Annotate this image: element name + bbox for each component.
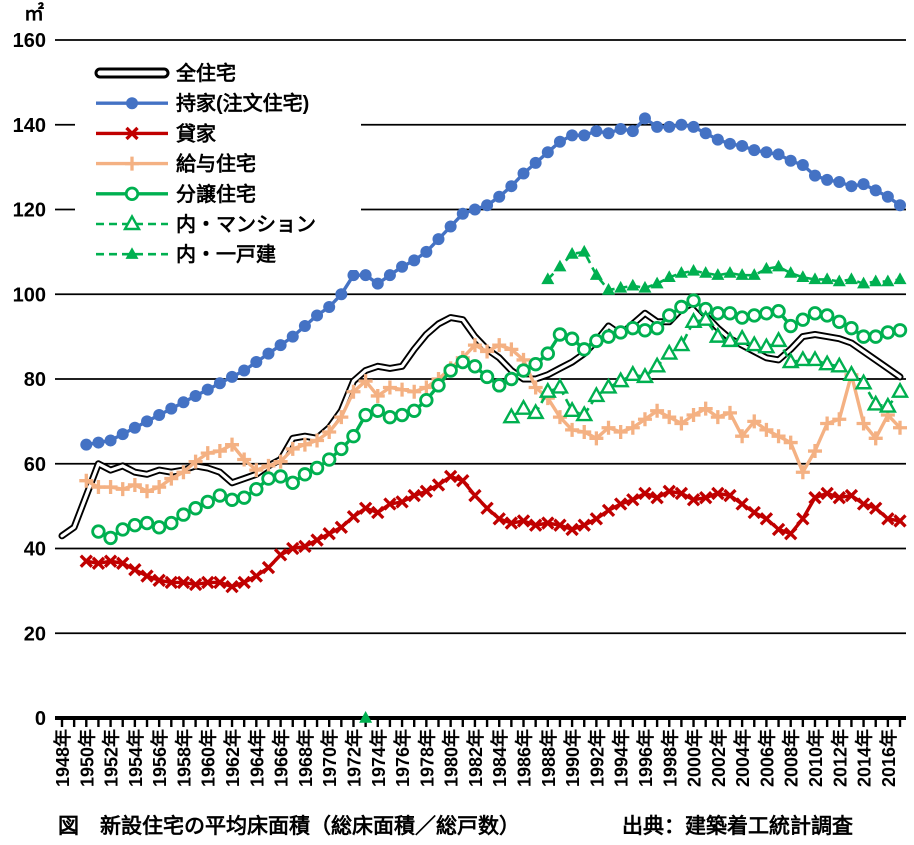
legend-item-for-sale-housing: 分譲住宅 — [96, 182, 256, 206]
y-axis-unit: ㎡ — [24, 1, 44, 25]
series-employer-housing — [79, 338, 908, 499]
legend-label: 持家(注文住宅) — [176, 91, 309, 115]
y-tick-label: 20 — [24, 623, 46, 645]
y-tick-label: 80 — [24, 369, 46, 391]
y-tick-label: 40 — [24, 539, 46, 561]
x-tick-label: 1994年 — [611, 729, 632, 787]
x-tick-label: 1986年 — [514, 729, 535, 787]
legend-item-all-housing: 全住宅 — [94, 61, 236, 85]
y-tick-label: 140 — [13, 115, 46, 137]
x-tick-label: 1998年 — [659, 729, 680, 787]
legend-label: 全住宅 — [175, 61, 236, 85]
x-tick-label: 1960年 — [198, 729, 219, 787]
legend-label: 内・一戸建 — [176, 242, 276, 266]
x-tick-label: 1970年 — [319, 729, 340, 787]
x-tick-label: 1990年 — [562, 729, 583, 787]
series-condominium — [502, 309, 910, 424]
x-tick-label: 2012年 — [829, 729, 850, 787]
x-tick-label: 1956年 — [149, 729, 170, 787]
x-axis — [55, 716, 906, 727]
series-detached — [359, 244, 907, 723]
y-tick-label: 0 — [35, 708, 46, 730]
legend-item-owner-custom: 持家(注文住宅) — [96, 91, 309, 115]
x-tick-label: 2004年 — [732, 729, 753, 787]
figure-caption: 図 新設住宅の平均床面積（総床面積／総戸数） — [58, 815, 520, 838]
legend-label: 貸家 — [175, 121, 217, 145]
legend-item-employer-housing: 給与住宅 — [96, 152, 256, 176]
x-tick-label: 1966年 — [271, 729, 292, 787]
legend-item-rental: 貸家 — [96, 121, 217, 145]
x-tick-label: 1952年 — [101, 729, 122, 787]
x-tick-label: 2000年 — [684, 729, 705, 787]
x-tick-label: 1964年 — [246, 729, 267, 787]
x-tick-label: 2002年 — [708, 729, 729, 787]
legend-item-detached: 内・一戸建 — [96, 242, 276, 266]
y-axis-labels: 0 20 40 60 80 100 120 140 160 ㎡ — [13, 1, 46, 730]
y-tick-label: 100 — [13, 284, 46, 306]
series-all-housing — [58, 299, 904, 540]
x-tick-label: 1988年 — [538, 729, 559, 787]
x-tick-label: 1978年 — [416, 729, 437, 787]
x-tick-label: 1996年 — [635, 729, 656, 787]
y-tick-label: 160 — [13, 30, 46, 52]
source-caption: 出典：建築着工統計調査 — [622, 815, 853, 838]
x-tick-label: 1954年 — [125, 729, 146, 787]
legend-label: 給与住宅 — [176, 152, 256, 176]
x-tick-label: 2010年 — [805, 729, 826, 787]
series-for-sale-housing — [91, 293, 908, 546]
x-tick-label: 1992年 — [586, 729, 607, 787]
x-tick-label: 1948年 — [52, 729, 73, 787]
series-rental — [79, 469, 907, 594]
y-tick-label: 120 — [13, 200, 46, 222]
caption-row: 図 新設住宅の平均床面積（総床面積／総戸数） 出典：建築着工統計調査 — [0, 806, 914, 840]
y-tick-label: 60 — [24, 454, 46, 476]
x-tick-label: 1958年 — [173, 729, 194, 787]
legend-label: 分譲住宅 — [176, 182, 256, 206]
legend-label: 内・マンション — [176, 212, 316, 236]
x-tick-label: 1976年 — [392, 729, 413, 787]
x-tick-label: 2014年 — [854, 729, 875, 787]
x-tick-label: 1974年 — [368, 729, 389, 787]
x-tick-label: 1980年 — [441, 729, 462, 787]
legend-item-condominium: 内・マンション — [96, 212, 316, 236]
x-tick-label: 2006年 — [756, 729, 777, 787]
series-owner-custom — [80, 112, 907, 451]
x-tick-label: 2016年 — [878, 729, 899, 787]
x-tick-label: 1950年 — [76, 729, 97, 787]
x-tick-label: 1982年 — [465, 729, 486, 787]
x-tick-label: 1972年 — [343, 729, 364, 787]
x-axis-labels: 1948年 1950年 1952年 1954年 1956年 1958年 1960年 1962年… — [52, 729, 899, 787]
x-tick-label: 1962年 — [222, 729, 243, 787]
x-tick-label: 2008年 — [781, 729, 802, 787]
x-tick-label: 1968年 — [295, 729, 316, 787]
x-tick-label: 1984年 — [489, 729, 510, 787]
